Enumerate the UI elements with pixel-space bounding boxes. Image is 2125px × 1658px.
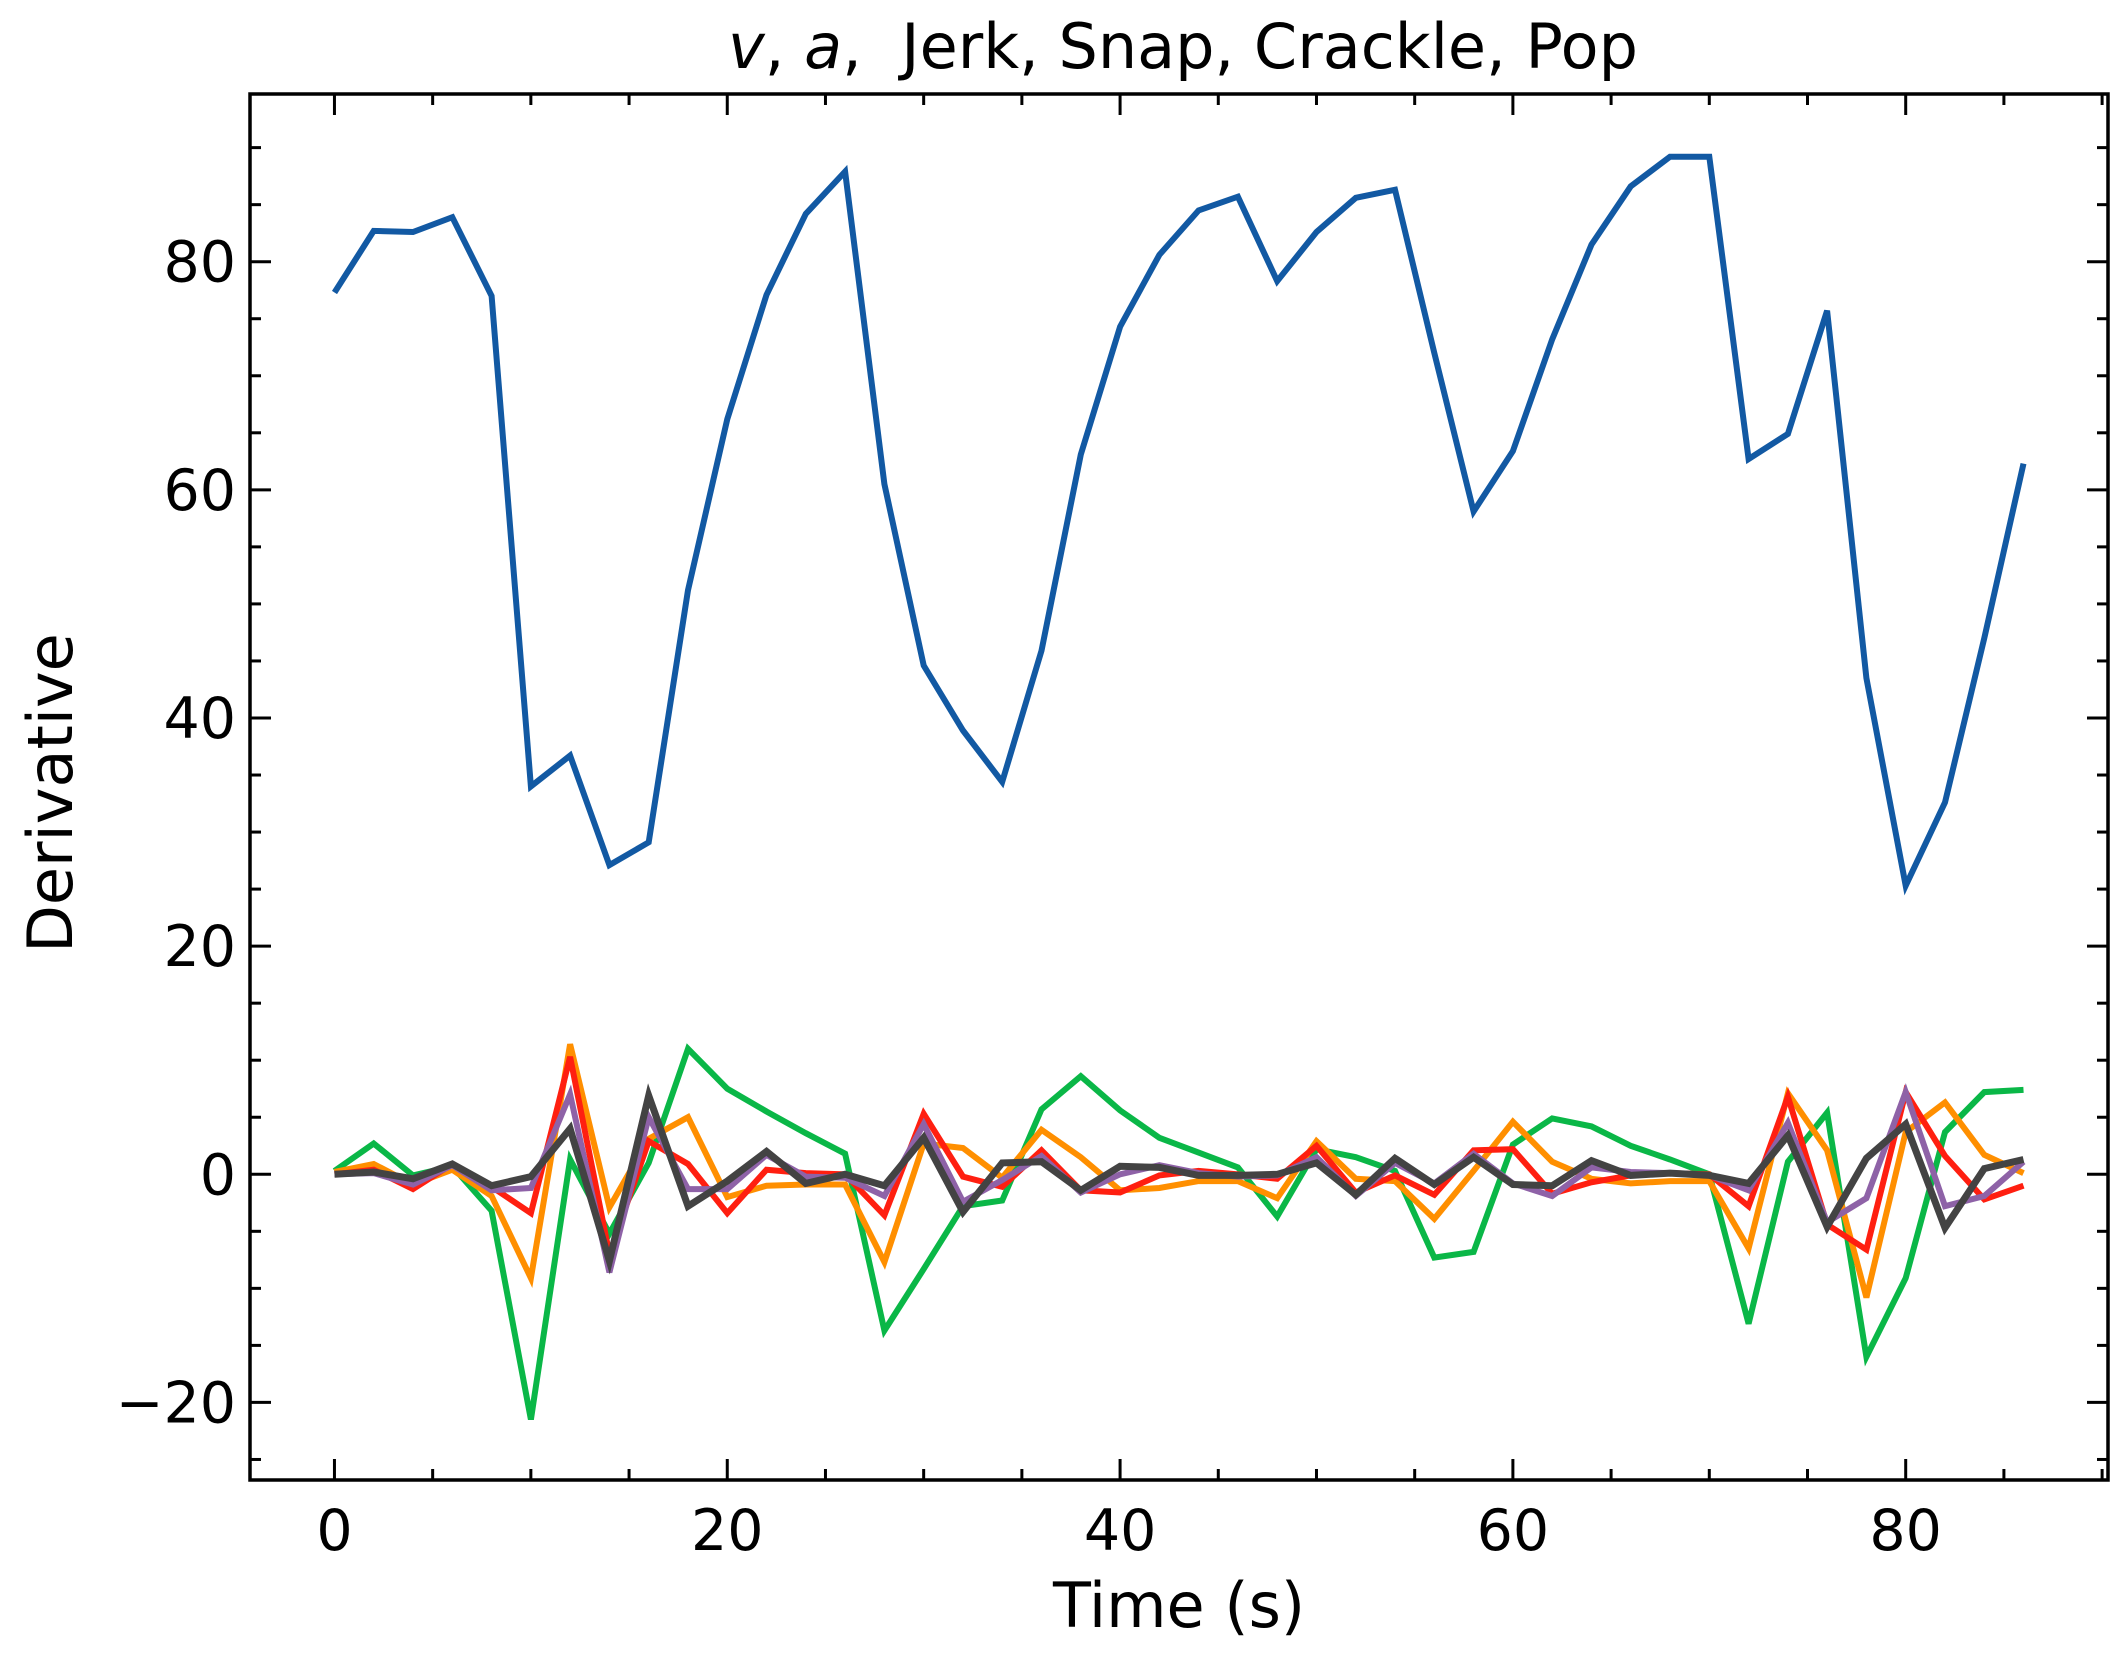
y-tick-label: 40	[163, 686, 236, 752]
x-tick-label: 20	[691, 1498, 764, 1564]
plot-frame	[248, 92, 2110, 1482]
title-a: a	[804, 10, 842, 83]
y-tick-label: 60	[163, 458, 236, 524]
x-axis-label: Time (s)	[1052, 1569, 1305, 1642]
y-tick-label: 20	[163, 914, 236, 980]
title-rest: Jerk, Snap, Crackle, Pop	[897, 10, 1638, 83]
y-axis-label: Derivative	[14, 633, 87, 953]
series-line-3	[333, 1043, 2025, 1299]
ticks-layer	[250, 94, 2108, 1480]
chart-title: v, a, Jerk, Snap, Crackle, Pop	[728, 10, 1638, 83]
y-tick-label: −20	[116, 1370, 236, 1436]
series-layer	[331, 153, 2027, 1421]
series-line-1	[331, 153, 2027, 896]
x-tick-label: 60	[1477, 1498, 1550, 1564]
title-sep-1: ,	[765, 10, 804, 83]
title-v: v	[728, 10, 766, 83]
title-sep-2: ,	[842, 10, 901, 83]
x-tick-label: 80	[1869, 1498, 1942, 1564]
y-tick-label: 0	[200, 1142, 236, 1208]
x-tick-label: 0	[316, 1498, 352, 1564]
labels-layer: 0 20 40 60 80 −20 0 20 40 60 80	[116, 230, 1942, 1564]
series-line-2	[332, 1043, 2024, 1421]
x-tick-label: 40	[1084, 1498, 1157, 1564]
series-line-6	[334, 1083, 2025, 1275]
y-tick-label: 80	[163, 230, 236, 296]
